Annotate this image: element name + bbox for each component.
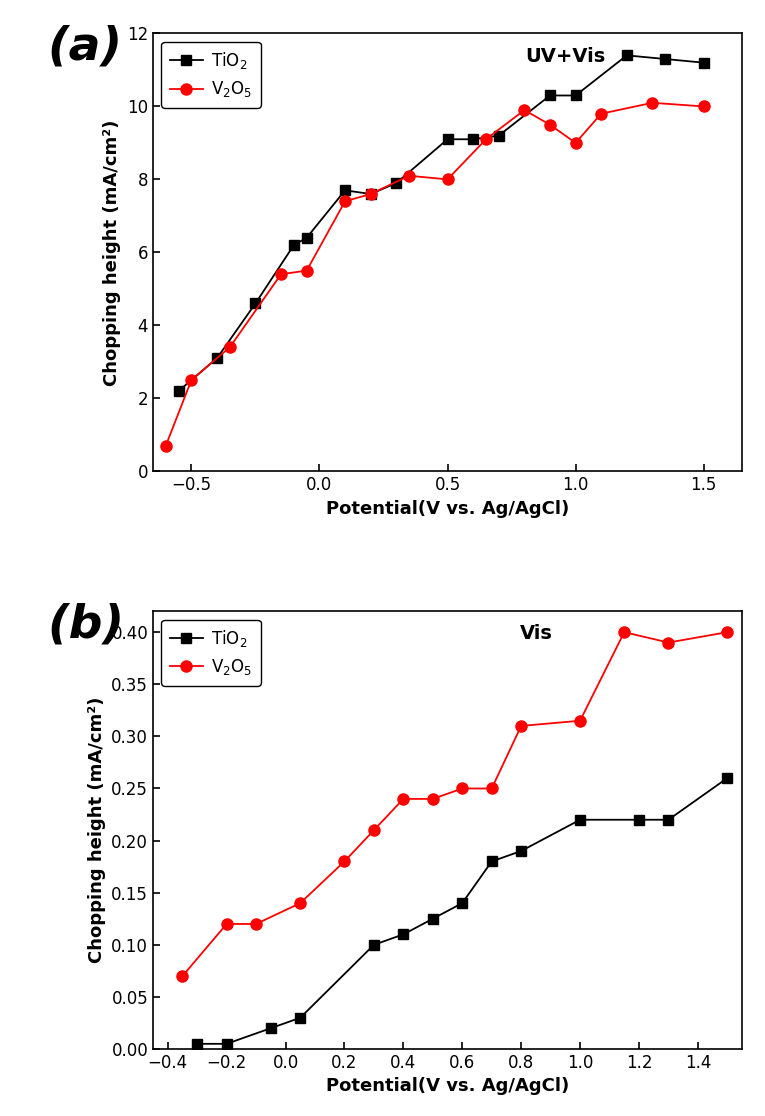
V$_2$O$_5$ (252, 917, 261, 931)
V$_2$O$_5$ (516, 719, 526, 732)
V$_2$O$_5$ (648, 96, 657, 109)
Text: (b): (b) (47, 603, 124, 647)
TiO$_2$ (302, 231, 311, 244)
TiO$_2$ (487, 855, 496, 868)
TiO$_2$ (516, 845, 526, 858)
Line: V$_2$O$_5$: V$_2$O$_5$ (177, 626, 733, 982)
Legend: TiO$_2$, V$_2$O$_5$: TiO$_2$, V$_2$O$_5$ (161, 619, 261, 685)
V$_2$O$_5$ (366, 187, 376, 201)
Y-axis label: Chopping height (mA/cm²): Chopping height (mA/cm²) (88, 698, 106, 963)
V$_2$O$_5$ (481, 133, 490, 146)
V$_2$O$_5$ (340, 194, 350, 208)
TiO$_2$ (664, 814, 673, 827)
TiO$_2$ (468, 133, 477, 146)
TiO$_2$ (295, 1011, 304, 1024)
TiO$_2$ (575, 814, 584, 827)
V$_2$O$_5$ (340, 855, 349, 868)
TiO$_2$ (399, 927, 408, 941)
V$_2$O$_5$ (519, 104, 529, 117)
TiO$_2$ (340, 184, 350, 198)
V$_2$O$_5$ (487, 782, 496, 796)
V$_2$O$_5$ (276, 268, 285, 281)
V$_2$O$_5$ (161, 439, 171, 452)
Text: (a): (a) (47, 25, 122, 69)
V$_2$O$_5$ (428, 792, 438, 806)
V$_2$O$_5$ (664, 636, 673, 650)
TiO$_2$ (392, 176, 401, 190)
TiO$_2$ (545, 89, 555, 103)
Text: UV+Vis: UV+Vis (526, 47, 605, 66)
V$_2$O$_5$ (187, 374, 196, 387)
Y-axis label: Chopping height (mA/cm²): Chopping height (mA/cm²) (103, 119, 122, 385)
Legend: TiO$_2$, V$_2$O$_5$: TiO$_2$, V$_2$O$_5$ (161, 41, 261, 108)
TiO$_2$ (174, 384, 183, 397)
V$_2$O$_5$ (723, 625, 732, 638)
TiO$_2$ (622, 49, 631, 62)
V$_2$O$_5$ (443, 173, 452, 186)
X-axis label: Potential(V vs. Ag/AgCl): Potential(V vs. Ag/AgCl) (326, 1077, 569, 1096)
V$_2$O$_5$ (571, 136, 580, 150)
Line: TiO$_2$: TiO$_2$ (192, 773, 732, 1049)
V$_2$O$_5$ (575, 714, 584, 728)
TiO$_2$ (699, 56, 708, 69)
Line: TiO$_2$: TiO$_2$ (174, 50, 708, 396)
TiO$_2$ (723, 771, 732, 785)
V$_2$O$_5$ (302, 263, 311, 277)
V$_2$O$_5$ (699, 99, 708, 113)
TiO$_2$ (494, 129, 503, 143)
TiO$_2$ (443, 133, 452, 146)
TiO$_2$ (661, 52, 670, 66)
TiO$_2$ (266, 1021, 275, 1035)
V$_2$O$_5$ (225, 340, 234, 354)
V$_2$O$_5$ (457, 782, 467, 796)
TiO$_2$ (366, 187, 376, 201)
TiO$_2$ (369, 939, 379, 952)
TiO$_2$ (571, 89, 580, 103)
TiO$_2$ (457, 896, 467, 910)
TiO$_2$ (193, 1037, 202, 1050)
TiO$_2$ (222, 1037, 231, 1050)
X-axis label: Potential(V vs. Ag/AgCl): Potential(V vs. Ag/AgCl) (326, 500, 569, 518)
V$_2$O$_5$ (399, 792, 408, 806)
V$_2$O$_5$ (222, 917, 231, 931)
TiO$_2$ (251, 297, 260, 310)
V$_2$O$_5$ (177, 970, 187, 983)
V$_2$O$_5$ (545, 118, 555, 132)
TiO$_2$ (428, 912, 438, 925)
TiO$_2$ (634, 814, 643, 827)
V$_2$O$_5$ (597, 107, 606, 121)
V$_2$O$_5$ (405, 169, 414, 182)
TiO$_2$ (213, 352, 222, 365)
V$_2$O$_5$ (369, 824, 379, 837)
TiO$_2$ (289, 239, 298, 252)
V$_2$O$_5$ (295, 896, 304, 910)
V$_2$O$_5$ (620, 625, 629, 638)
Line: V$_2$O$_5$: V$_2$O$_5$ (160, 97, 709, 451)
Text: Vis: Vis (519, 625, 552, 644)
